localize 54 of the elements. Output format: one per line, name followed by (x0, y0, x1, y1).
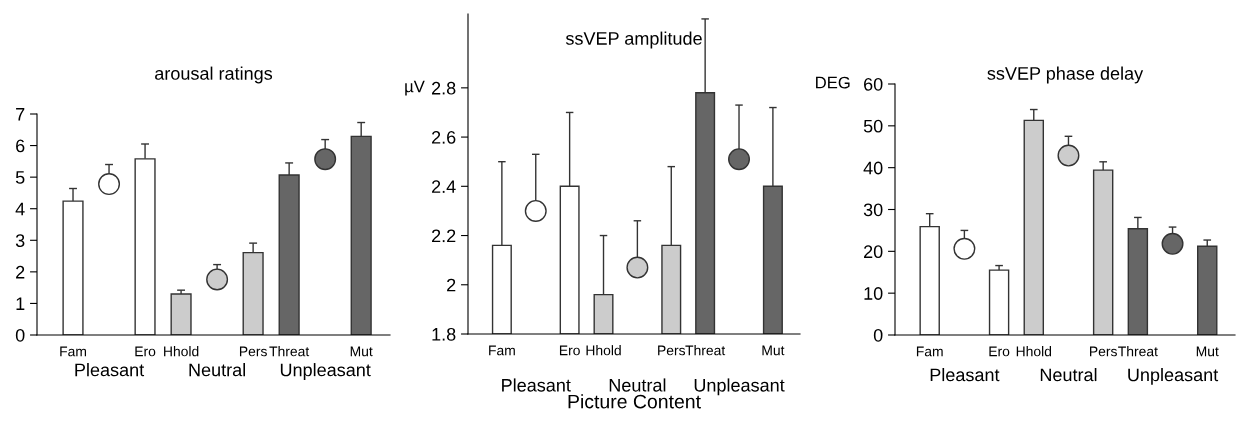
x-tick-label: Fam (489, 345, 515, 356)
text: ssVEP amplitude (565, 31, 702, 49)
text: Pleasant (75, 363, 145, 377)
y-tick-label: 40 (863, 161, 883, 175)
y-tick-label: 3 (15, 234, 25, 248)
y-tick-label: 2.2 (432, 229, 456, 243)
x-tick-label: Pers (1090, 346, 1117, 357)
chart-title: ssVEP phase delay (987, 66, 1144, 84)
x-tick-label: Ero (135, 346, 156, 357)
x-tick-label: Pers (658, 345, 686, 356)
y-axis-title: µV (405, 80, 425, 96)
y-axis-title: DEG (816, 76, 850, 89)
y-tick-label: 2 (447, 278, 456, 292)
y-tick-label: 2 (16, 265, 25, 279)
x-tick-label: Hhold (1016, 346, 1052, 357)
y-tick-label: 0 (873, 328, 883, 342)
y-tick-label: 2.8 (432, 81, 456, 95)
y-tick-label: 60 (864, 77, 883, 91)
y-tick-label: 0 (15, 328, 25, 342)
x-tick-label: Mut (762, 345, 785, 356)
x-tick-label: Ero (559, 345, 580, 356)
text: Unpleasant (1128, 368, 1219, 385)
text: Neutral (1040, 368, 1097, 382)
x-tick-label: Pers (239, 346, 267, 357)
x-axis-title: Picture Content (568, 394, 701, 409)
y-tick-label: 4 (15, 202, 25, 216)
y-tick-label: 30 (863, 203, 883, 217)
y-tick-label: 2.6 (432, 131, 456, 144)
chart-title: arousal ratings (155, 66, 273, 84)
y-tick-label: 50 (863, 119, 883, 133)
x-tick-label: Fam (916, 346, 943, 357)
text: Pleasant (502, 378, 571, 392)
x-tick-label: Fam (60, 346, 86, 357)
y-tick-label: 10 (864, 287, 883, 300)
y-tick-label: 1.8 (432, 327, 456, 341)
x-tick-label: Threat (1118, 346, 1158, 357)
text: Neutral (609, 378, 666, 392)
y-tick-label: 20 (864, 245, 883, 259)
x-tick-label: Ero (989, 346, 1010, 357)
y-tick-label: 6 (16, 139, 25, 153)
y-tick-label: 5 (15, 171, 25, 184)
x-tick-label: Hhold (164, 346, 199, 357)
text: Neutral (189, 363, 245, 377)
y-tick-label: 2.4 (432, 180, 456, 193)
y-tick-label: 7 (16, 108, 25, 121)
text: Pleasant (930, 368, 1000, 382)
x-tick-label: Hhold (586, 345, 621, 356)
text: Unpleasant (694, 378, 785, 396)
x-tick-label: Mut (1196, 346, 1219, 357)
text: Unpleasant (280, 363, 371, 380)
x-tick-label: Threat (685, 345, 726, 356)
y-tick-label: 1 (16, 297, 25, 310)
x-tick-label: Mut (350, 346, 373, 357)
x-tick-label: Threat (269, 346, 310, 357)
